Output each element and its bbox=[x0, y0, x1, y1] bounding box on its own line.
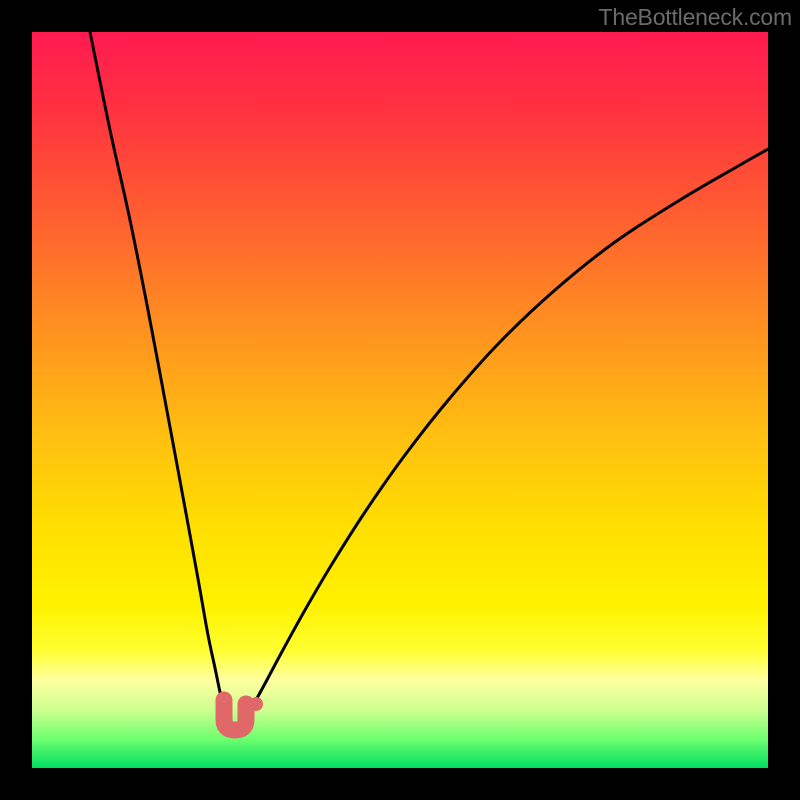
gradient-plot-area bbox=[32, 32, 768, 768]
chart-container: TheBottleneck.com bbox=[0, 0, 800, 800]
watermark-text: TheBottleneck.com bbox=[599, 4, 792, 31]
